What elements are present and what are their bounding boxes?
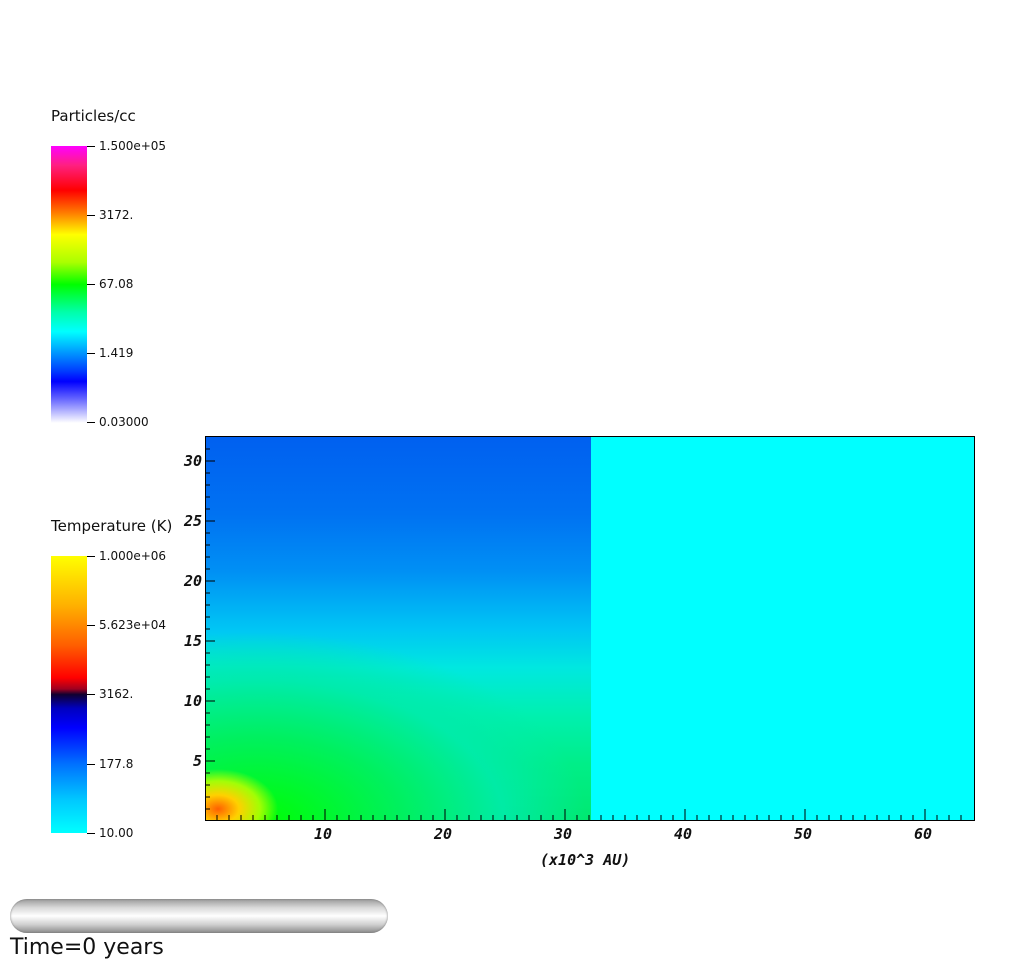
x-tick-label: 30 [554, 825, 573, 843]
temperature-legend-title: Temperature (K) [51, 517, 173, 535]
y-tick-label: 20 [183, 572, 202, 590]
y-tick-label: 5 [192, 752, 202, 770]
temperature-tick-label: 177.8 [86, 757, 134, 771]
x-tick-label: 10 [314, 825, 333, 843]
x-tick-label: 40 [674, 825, 693, 843]
x-tick-label: 60 [914, 825, 933, 843]
time-label: Time=0 years [10, 935, 164, 960]
x-tick-label: 50 [794, 825, 813, 843]
temperature-tick-label: 5.623e+04 [86, 618, 167, 632]
temperature-tick-label: 1.000e+06 [86, 549, 167, 563]
density-tick-label: 67.08 [86, 277, 134, 291]
x-tick-label: 20 [434, 825, 453, 843]
temperature-tick-label: 3162. [86, 687, 134, 701]
temperature-colorbar [51, 556, 87, 833]
animation-progress-bar[interactable] [10, 899, 388, 933]
x-axis-label: (x10^3 AU) [540, 851, 631, 869]
density-legend-title: Particles/cc [51, 107, 136, 125]
density-colorbar [51, 146, 87, 423]
density-tick-label: 3172. [86, 208, 134, 222]
y-tick-label: 25 [183, 512, 202, 530]
density-tick-label: 1.419 [86, 346, 134, 360]
density-tick-label: 1.500e+05 [86, 139, 167, 153]
simulation-plot[interactable] [205, 436, 975, 821]
y-tick-label: 10 [183, 692, 202, 710]
temperature-tick-label: 10.00 [86, 826, 134, 840]
y-tick-label: 30 [183, 452, 202, 470]
density-field [206, 437, 591, 820]
y-tick-label: 15 [183, 632, 202, 650]
density-tick-label: 0.03000 [87, 415, 149, 429]
